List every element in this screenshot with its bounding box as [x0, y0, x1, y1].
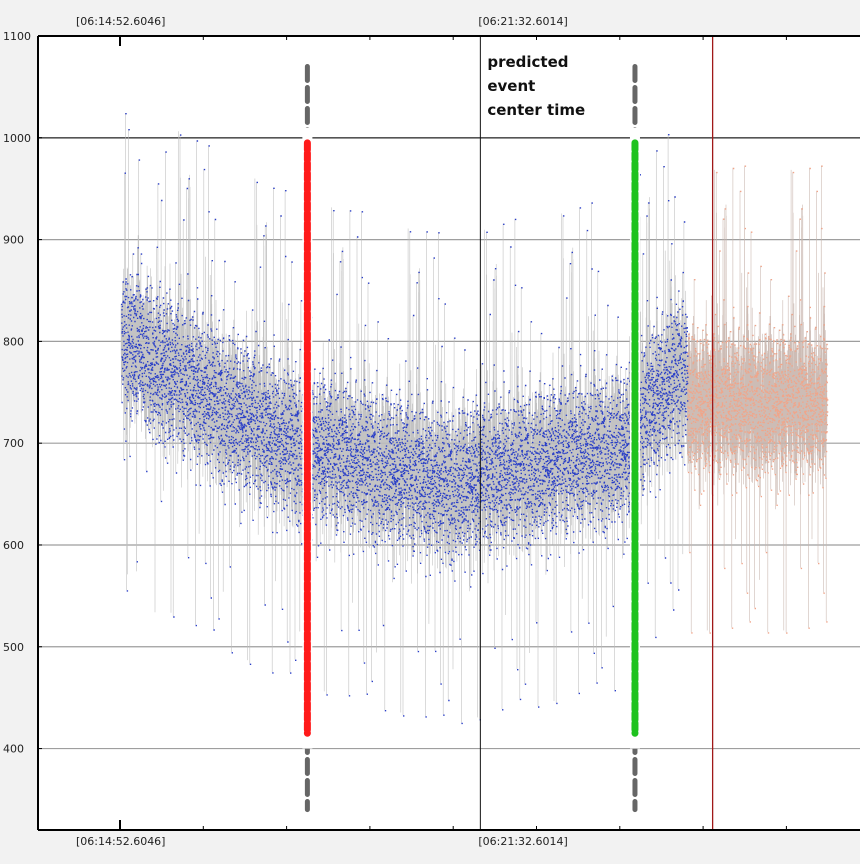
axes	[37, 35, 860, 831]
y-tick-label-1100: 1100	[3, 30, 31, 43]
top-time-label-2: [06:21:32.6014]	[478, 15, 567, 28]
top-time-label-1: [06:14:52.6046]	[76, 15, 165, 28]
y-tick-label-800: 800	[3, 335, 24, 348]
annotation: predicted event center time	[487, 53, 585, 119]
annotation-line-3: center time	[487, 101, 585, 119]
annotation-line-2: event	[487, 77, 535, 95]
event-markers	[302, 36, 714, 830]
data-points	[121, 113, 829, 725]
series-points-0	[121, 113, 689, 725]
y-tick-label-700: 700	[3, 437, 24, 450]
bottom-time-label-1: [06:14:52.6046]	[76, 835, 165, 848]
annotation-line-1: predicted	[487, 53, 568, 71]
axis-labels: 400 500 600 700 800 900 1000 1100	[3, 30, 42, 756]
y-tick-label-400: 400	[3, 743, 24, 756]
y-tick-label-500: 500	[3, 641, 24, 654]
time-labels: [06:14:52.6046] [06:21:32.6014] [06:14:5…	[76, 15, 568, 848]
y-tick-label-600: 600	[3, 539, 24, 552]
y-tick-label-900: 900	[3, 234, 24, 247]
y-tick-label-1000: 1000	[3, 132, 31, 145]
bottom-time-label-2: [06:21:32.6014]	[478, 835, 567, 848]
